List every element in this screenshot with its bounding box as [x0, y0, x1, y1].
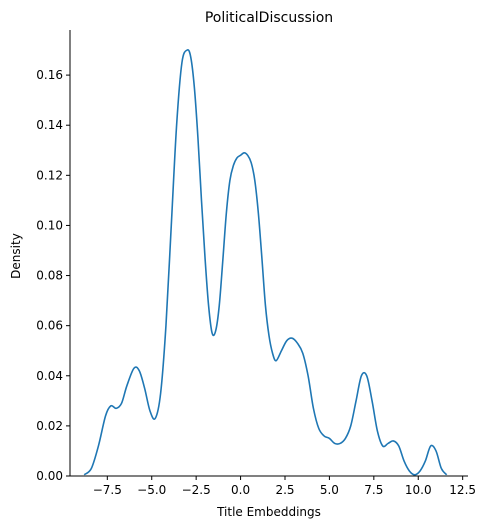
x-tick-label: 2.5: [275, 483, 294, 497]
x-axis-label: Title Embeddings: [216, 505, 321, 519]
y-tick-label: 0.04: [36, 369, 63, 383]
y-tick-label: 0.16: [36, 68, 63, 82]
x-tick-label: 0.0: [231, 483, 250, 497]
y-tick-label: 0.02: [36, 419, 63, 433]
y-tick-label: 0.10: [36, 218, 63, 232]
x-tick-label: 5.0: [320, 483, 339, 497]
chart-title: PoliticalDiscussion: [205, 10, 333, 26]
y-tick-label: 0.12: [36, 168, 63, 182]
plot-area: [83, 49, 448, 476]
x-tick-label: 10.0: [405, 483, 432, 497]
y-tick-label: 0.08: [36, 269, 63, 283]
y-tick-label: 0.14: [36, 118, 63, 132]
x-axis-ticks: −7.5 −5.0 −2.5 0.0 2.5 5.0 7.5 10.0 12.5: [93, 476, 476, 497]
x-tick-label: −7.5: [93, 483, 122, 497]
y-tick-label: 0.06: [36, 319, 63, 333]
y-axis-ticks: 0.00 0.02 0.04 0.06 0.08 0.10 0.12 0.14 0.16: [36, 68, 70, 483]
density-line: [83, 49, 448, 476]
y-tick-label: 0.00: [36, 469, 63, 483]
x-tick-label: 7.5: [364, 483, 383, 497]
y-axis-label: Density: [9, 233, 23, 279]
x-tick-label: 12.5: [449, 483, 476, 497]
x-tick-label: −2.5: [182, 483, 211, 497]
x-tick-label: −5.0: [137, 483, 166, 497]
